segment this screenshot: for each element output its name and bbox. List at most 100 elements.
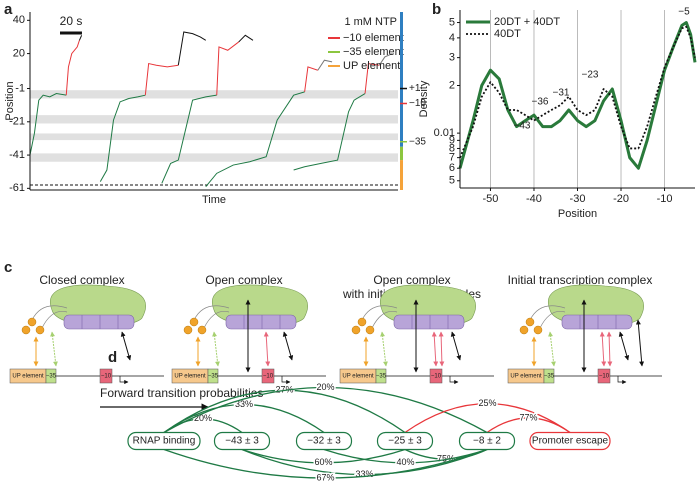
node-label: Promoter escape: [532, 436, 609, 447]
y-tick-label: 7: [449, 152, 455, 164]
y-tick-label: 4: [449, 32, 455, 44]
annotation: −31: [553, 88, 570, 99]
contact-10: [431, 331, 439, 367]
edge-label: 20%: [316, 382, 334, 392]
alpha-ctd: [35, 325, 45, 335]
series-line: [459, 25, 696, 158]
marker-label: +1: [409, 83, 421, 94]
panel-label: b: [432, 1, 441, 18]
edge-label: 25%: [478, 398, 496, 408]
edge-label: 40%: [396, 457, 414, 467]
trace: [293, 93, 366, 171]
legend-label: −35 element: [343, 46, 404, 58]
contact-10: [263, 331, 271, 367]
element-label: −10: [599, 374, 610, 380]
contact-35: [548, 331, 556, 367]
element-label: UP element: [510, 374, 542, 380]
y-tick-label: -41: [9, 149, 25, 161]
alpha-ctd: [365, 325, 375, 335]
state-node: [127, 431, 201, 451]
panel-label: d: [108, 349, 117, 366]
trace: [364, 62, 380, 94]
element-label: UP element: [342, 374, 374, 380]
node-label: −32 ± 3: [307, 436, 341, 447]
trace: [99, 94, 146, 182]
y-tick-label: 5: [449, 175, 455, 187]
y-axis-label: Density: [418, 80, 430, 117]
ctd-linker: [31, 305, 68, 329]
transition-edge: [404, 402, 571, 434]
alpha-ctd: [197, 325, 207, 335]
trace: [317, 59, 333, 71]
state-node: [213, 431, 271, 451]
legend-label: −10 element: [343, 32, 404, 44]
alpha-ctd: [357, 317, 367, 327]
y-tick-label: -61: [9, 182, 25, 194]
x-tick-label: -10: [657, 193, 673, 205]
edge-label: 60%: [314, 457, 332, 467]
element-label: −35: [544, 374, 555, 380]
promoter-element: [429, 368, 443, 384]
alpha-ctd: [533, 325, 543, 335]
tss-arrow: [449, 376, 459, 385]
annotation: 1 mM NTP: [344, 16, 397, 28]
element-label: −35: [208, 374, 219, 380]
legend-label: 40DT: [494, 28, 521, 40]
annotation: −23: [582, 70, 599, 81]
state-node: [529, 431, 611, 451]
element-label: UP element: [174, 374, 206, 380]
alpha-ctd: [189, 317, 199, 327]
y-tick-label: -1: [15, 82, 25, 94]
ctd-linker: [529, 305, 566, 329]
trace: [304, 66, 318, 92]
alpha-ctd: [525, 317, 535, 327]
trace: [144, 62, 179, 96]
transition-edge: [163, 448, 488, 479]
complex-title: Initial transcription complex: [508, 273, 653, 287]
element-label: −10: [431, 374, 442, 380]
promoter-element: [261, 368, 275, 384]
edge-label: 27%: [275, 385, 293, 395]
contact-itc: [635, 319, 645, 367]
complex-title: Closed complex: [39, 273, 124, 287]
state-node: [295, 431, 353, 451]
contact-dna: [120, 331, 132, 361]
trace: [161, 94, 217, 184]
marker-label: −10: [409, 98, 426, 109]
y-tick-label: 5: [449, 16, 455, 28]
annotation: −43: [514, 121, 531, 132]
edge-label: 77%: [519, 412, 537, 422]
trace: [65, 40, 80, 96]
alpha-ctd: [351, 325, 361, 335]
y-tick-label: 9: [449, 134, 455, 146]
contact-10: [599, 331, 607, 367]
band: [30, 153, 398, 162]
legend-label: UP element: [343, 60, 400, 72]
complex-diagram: Open complex UP element −35 −10: [171, 273, 326, 385]
x-axis-label: Time: [202, 194, 226, 206]
complex-diagram: Closed complex UP element −35 −10: [9, 273, 164, 385]
y-tick-label: 0.01: [434, 127, 455, 139]
x-tick-label: -20: [613, 193, 629, 205]
sigma-domain: [393, 314, 465, 330]
contact-35: [380, 331, 388, 367]
y-tick-label: 20: [13, 47, 25, 59]
trace: [78, 35, 83, 41]
y-tick-label: 40: [13, 14, 25, 26]
contact-dna: [618, 331, 630, 361]
contact-10b: [606, 331, 613, 367]
promoter-element: [99, 368, 113, 384]
state-node: [458, 431, 516, 451]
contact-dna: [450, 331, 462, 361]
state-node: [376, 431, 434, 451]
transition-edge: [241, 448, 406, 464]
element-label: −10: [263, 374, 274, 380]
contact-dna: [282, 331, 294, 361]
trace: [378, 53, 393, 66]
trace: [238, 34, 254, 43]
y-tick-label: -21: [9, 116, 25, 128]
element-region: [400, 146, 403, 161]
sigma-domain: [225, 314, 297, 330]
